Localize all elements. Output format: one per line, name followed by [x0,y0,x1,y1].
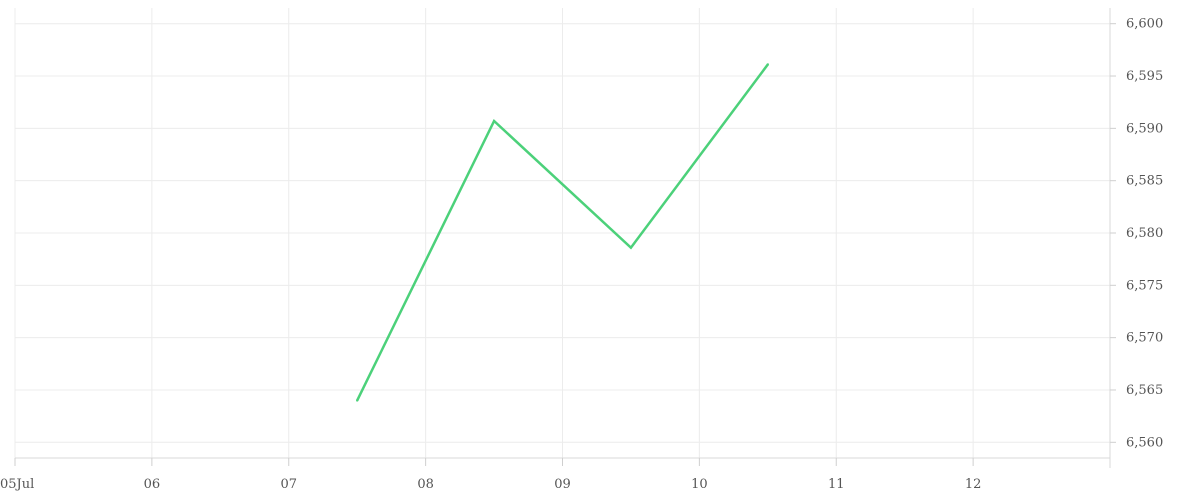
x-tick-label: 08 [417,477,434,492]
data-point [629,246,633,249]
x-tick-label: 10 [691,477,708,492]
y-tick-label: 6,565 [1126,383,1163,398]
y-tick-label: 6,570 [1126,331,1163,346]
data-point [492,119,496,123]
x-tick-label: 07 [280,477,297,492]
series-line [356,63,769,401]
y-axis: 6,560 6,565 6,570 6,575 6,580 6,585 6,590 6,595… [1110,17,1163,450]
x-tick-label: 09 [554,477,571,492]
y-tick-label: 6,585 [1126,174,1163,189]
series-group [355,63,770,402]
y-tick-label: 6,580 [1126,226,1163,241]
y-tick-label: 6,590 [1126,121,1163,136]
y-tick-label: 6,560 [1126,435,1163,450]
y-tick-label: 6,600 [1126,17,1163,32]
grid [14,8,1110,458]
x-tick-label: 12 [965,477,982,492]
data-point [355,399,359,402]
y-tick-label: 6,595 [1126,69,1163,84]
x-tick-label: 11 [828,477,845,492]
y-tick-label: 6,575 [1126,278,1163,293]
data-point [766,63,770,66]
x-tick-label: 05Jul [0,477,34,492]
x-axis: 05Jul 06 07 08 09 10 11 12 [0,458,981,492]
x-tick-label: 06 [144,477,161,492]
